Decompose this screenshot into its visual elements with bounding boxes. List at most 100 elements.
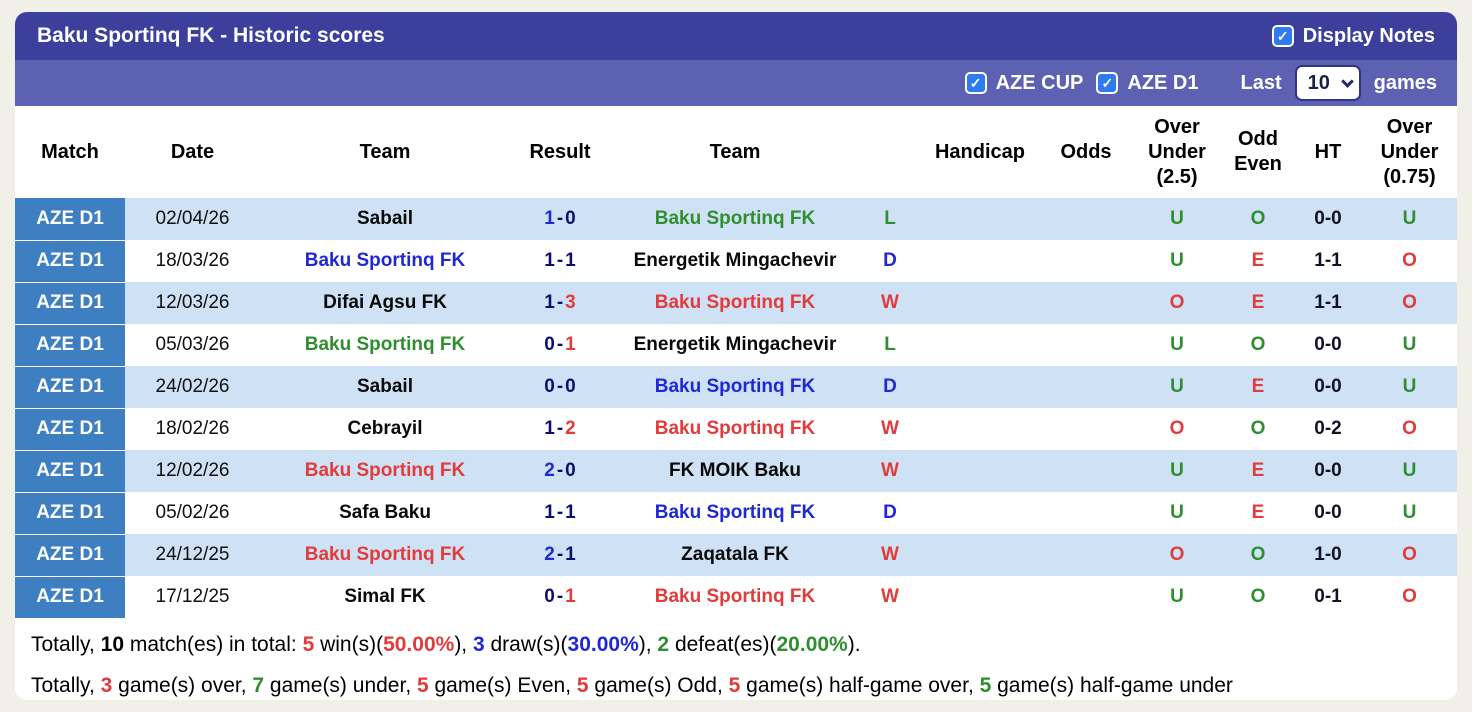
away-score: 0 bbox=[565, 208, 576, 229]
over-under-25-cell: U bbox=[1132, 198, 1222, 240]
col-header-match: Match bbox=[15, 106, 125, 198]
odd-even-cell: E bbox=[1222, 366, 1294, 408]
table-row[interactable]: AZE D1 12/02/26 Baku Sportinq FK 2-0 FK … bbox=[15, 450, 1457, 493]
summary-segment: game(s) Odd, bbox=[588, 673, 729, 697]
aze-cup-checkbox[interactable]: ✓ bbox=[964, 72, 987, 94]
odds-cell bbox=[1040, 240, 1132, 282]
home-score: 2 bbox=[544, 460, 555, 481]
over-under-075-cell: O bbox=[1362, 282, 1457, 324]
match-result: 1-2 bbox=[510, 408, 610, 450]
summary-segment: 5 bbox=[416, 673, 429, 697]
match-result: 2-1 bbox=[510, 534, 610, 576]
league-badge: AZE D1 bbox=[15, 324, 125, 367]
match-date: 17/12/25 bbox=[155, 586, 230, 607]
summary-segment: draw(s)( bbox=[484, 632, 568, 656]
away-team[interactable]: Baku Sportinq FK bbox=[654, 418, 816, 439]
table-row[interactable]: AZE D1 18/03/26 Baku Sportinq FK 1-1 Ene… bbox=[15, 240, 1457, 283]
outcome-letter: D bbox=[860, 366, 920, 408]
col-header-date: Date bbox=[125, 106, 260, 198]
over-under-075-cell: U bbox=[1362, 450, 1457, 492]
aze-d1-toggle[interactable]: ✓ AZE D1 bbox=[1096, 72, 1199, 95]
display-notes-checkbox[interactable]: ✓ bbox=[1271, 25, 1294, 47]
away-team[interactable]: Energetik Mingachevir bbox=[633, 250, 837, 271]
table-row[interactable]: AZE D1 12/03/26 Difai Agsu FK 1-3 Baku S… bbox=[15, 282, 1457, 325]
away-team[interactable]: Baku Sportinq FK bbox=[610, 366, 860, 408]
handicap-cell bbox=[920, 576, 1040, 618]
match-date: 02/04/26 bbox=[125, 198, 260, 240]
away-score: 0 bbox=[565, 376, 576, 397]
col-header-odds: Odds bbox=[1040, 106, 1132, 198]
away-team[interactable]: FK MOIK Baku bbox=[610, 450, 860, 492]
league-badge: AZE D1 bbox=[15, 198, 125, 241]
display-notes-toggle[interactable]: ✓ Display Notes bbox=[1271, 25, 1435, 48]
table-row[interactable]: AZE D1 05/03/26 Baku Sportinq FK 0-1 Ene… bbox=[15, 324, 1457, 367]
away-score: 1 bbox=[565, 502, 576, 523]
over-under-25-cell: U bbox=[1170, 250, 1184, 271]
historic-scores-widget: Baku Sportinq FK - Historic scores ✓ Dis… bbox=[15, 12, 1457, 700]
table-row[interactable]: AZE D1 24/12/25 Baku Sportinq FK 2-1 Zaq… bbox=[15, 534, 1457, 577]
home-team[interactable]: Simal FK bbox=[344, 586, 426, 607]
home-score: 1 bbox=[544, 502, 555, 523]
summary-segment: ), bbox=[454, 632, 473, 656]
outcome-letter: L bbox=[860, 198, 920, 240]
half-time-score: 0-0 bbox=[1314, 334, 1342, 355]
home-team[interactable]: Baku Sportinq FK bbox=[260, 450, 510, 492]
home-score: 0 bbox=[544, 586, 555, 607]
score-dash: - bbox=[556, 460, 564, 481]
over-under-25-cell: U bbox=[1132, 450, 1222, 492]
match-date: 12/03/26 bbox=[125, 282, 260, 324]
summary-segment: 3 bbox=[472, 632, 485, 656]
outcome-letter: L bbox=[884, 334, 896, 355]
home-team[interactable]: Cebrayil bbox=[347, 418, 423, 439]
home-team[interactable]: Safa Baku bbox=[339, 502, 431, 523]
away-team[interactable]: Baku Sportinq FK bbox=[654, 586, 816, 607]
table-row[interactable]: AZE D1 24/02/26 Sabail 0-0 Baku Sportinq… bbox=[15, 366, 1457, 409]
home-team[interactable]: Baku Sportinq FK bbox=[304, 250, 466, 271]
summary-segment: Totally, bbox=[31, 632, 101, 656]
away-team[interactable]: Baku Sportinq FK bbox=[610, 282, 860, 324]
home-team[interactable]: Difai Agsu FK bbox=[260, 282, 510, 324]
over-under-25-cell: O bbox=[1132, 282, 1222, 324]
home-team[interactable]: Sabail bbox=[260, 366, 510, 408]
away-team[interactable]: Zaqatala FK bbox=[610, 534, 860, 576]
handicap-cell bbox=[920, 408, 1040, 450]
table-row[interactable]: AZE D1 17/12/25 Simal FK 0-1 Baku Sporti… bbox=[15, 576, 1457, 619]
historic-scores-table: Match Date Team Result Team Handicap Odd… bbox=[15, 106, 1457, 619]
away-team[interactable]: Baku Sportinq FK bbox=[610, 198, 860, 240]
games-count-select[interactable]: 10 bbox=[1294, 65, 1361, 101]
summary-segment: 7 bbox=[252, 673, 265, 697]
home-score: 1 bbox=[544, 208, 555, 229]
odd-even-cell: O bbox=[1250, 586, 1266, 607]
match-date: 12/02/26 bbox=[125, 450, 260, 492]
summary-segment: 50.00% bbox=[383, 632, 455, 656]
widget-title: Baku Sportinq FK - Historic scores bbox=[37, 24, 385, 47]
half-time-score: 0-0 bbox=[1314, 502, 1342, 523]
half-time-score: 0-0 bbox=[1294, 198, 1362, 240]
aze-cup-toggle[interactable]: ✓ AZE CUP bbox=[964, 71, 1084, 95]
score-dash: - bbox=[556, 544, 564, 565]
home-team[interactable]: Baku Sportinq FK bbox=[260, 534, 510, 576]
match-result: 1-1 bbox=[510, 492, 610, 534]
match-date: 18/02/26 bbox=[155, 418, 230, 439]
table-row[interactable]: AZE D1 05/02/26 Safa Baku 1-1 Baku Sport… bbox=[15, 492, 1457, 535]
table-row[interactable]: AZE D1 02/04/26 Sabail 1-0 Baku Sportinq… bbox=[15, 198, 1457, 241]
away-team[interactable]: Baku Sportinq FK bbox=[654, 502, 816, 523]
away-team[interactable]: Energetik Mingachevir bbox=[633, 334, 837, 355]
home-team[interactable]: Sabail bbox=[260, 198, 510, 240]
aze-d1-checkbox[interactable]: ✓ bbox=[1096, 72, 1119, 94]
over-under-25-cell: U bbox=[1170, 502, 1184, 523]
summary-segment: win(s)( bbox=[314, 632, 384, 656]
odds-cell bbox=[1040, 324, 1132, 366]
check-icon: ✓ bbox=[1276, 28, 1289, 44]
summary-line-goals: Totally, 3 game(s) over, 7 game(s) under… bbox=[31, 665, 1441, 701]
over-under-075-cell: U bbox=[1402, 334, 1417, 355]
home-score: 1 bbox=[544, 292, 555, 313]
aze-cup-label: AZE CUP bbox=[995, 71, 1084, 94]
handicap-cell bbox=[920, 366, 1040, 408]
summary-segment: match(es) in total: bbox=[124, 632, 303, 656]
summary-segment: 2 bbox=[657, 632, 670, 656]
table-row[interactable]: AZE D1 18/02/26 Cebrayil 1-2 Baku Sporti… bbox=[15, 408, 1457, 451]
outcome-letter: D bbox=[883, 502, 897, 523]
home-team[interactable]: Baku Sportinq FK bbox=[304, 334, 466, 355]
col-header-home-team: Team bbox=[260, 106, 510, 198]
